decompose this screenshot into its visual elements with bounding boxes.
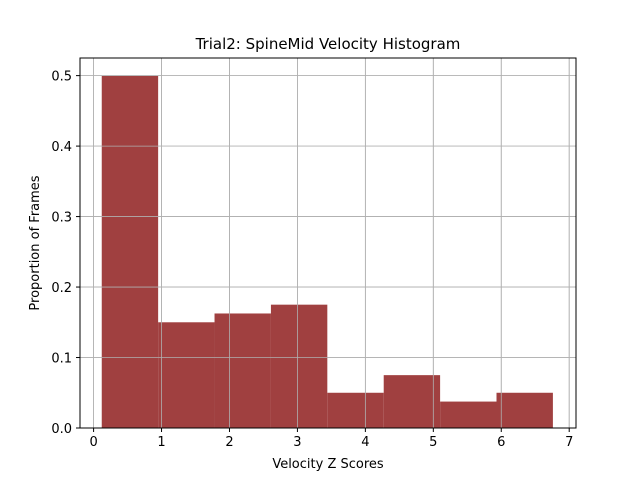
x-tick-label: 7 [565,435,573,450]
y-axis-label: Proportion of Frames [28,175,43,310]
histogram-bar [101,75,159,428]
x-tick-label: 0 [89,435,97,450]
chart-title: Trial2: SpineMid Velocity Histogram [195,35,461,53]
y-tick-label: 0.2 [51,281,72,296]
x-tick-label: 5 [429,435,437,450]
histogram-bar [270,304,328,428]
x-axis-ticks: 0 1 2 3 4 5 6 7 [89,428,573,450]
histogram-bar [383,375,441,428]
x-tick-label: 6 [497,435,505,450]
histogram-bar [440,401,497,428]
x-axis-label: Velocity Z Scores [272,457,384,472]
histogram-bar [214,313,271,428]
x-tick-label: 2 [225,435,233,450]
x-tick-label: 4 [361,435,369,450]
plot-frame [79,57,577,429]
histogram-bar [158,322,215,428]
y-tick-label: 0.5 [51,70,72,85]
y-tick-label: 0.0 [51,422,72,437]
x-tick-label: 1 [157,435,165,450]
histogram-bars [101,75,553,428]
histogram-bar [496,392,553,428]
y-tick-label: 0.1 [51,352,72,367]
y-axis-ticks: 0.0 0.1 0.2 0.3 0.4 0.5 [51,70,80,437]
x-tick-label: 3 [293,435,301,450]
y-tick-label: 0.3 [51,211,72,226]
y-tick-label: 0.4 [51,140,72,155]
histogram-bar [327,392,384,428]
